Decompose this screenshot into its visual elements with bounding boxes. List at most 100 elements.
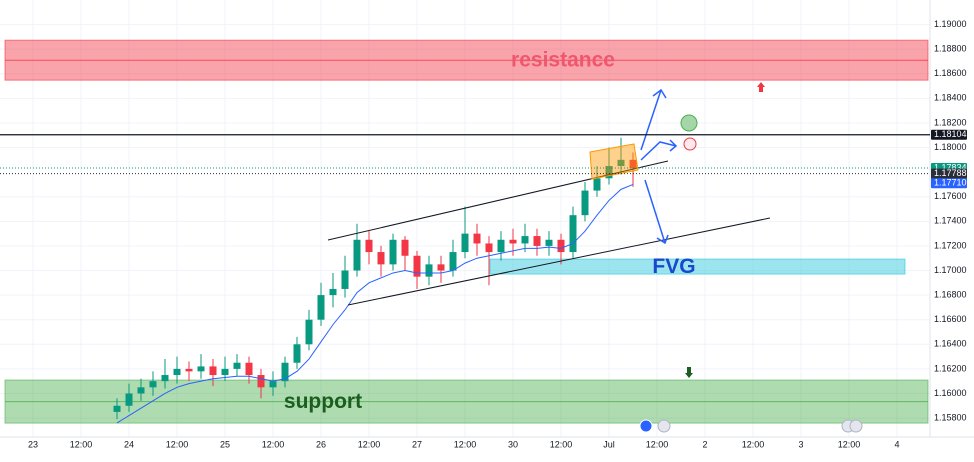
candle-body	[509, 239, 517, 244]
candle-body	[137, 387, 145, 394]
candle-body	[389, 239, 397, 265]
price-tag	[931, 178, 967, 189]
candle-body	[185, 368, 193, 372]
candle-body	[617, 159, 625, 166]
candle-body	[377, 252, 385, 265]
y-tick-label: 1.17600	[934, 191, 967, 201]
candle-body	[461, 233, 469, 253]
candle-body	[533, 236, 541, 246]
arrow-head	[656, 234, 669, 245]
candle-body	[317, 295, 325, 320]
arrow-head	[669, 139, 678, 152]
candle-body	[161, 375, 169, 382]
candle-body	[629, 159, 637, 169]
target-circle	[680, 114, 698, 132]
x-tick-label: 4	[894, 439, 899, 449]
candle-body	[245, 362, 253, 376]
arrow	[640, 89, 662, 151]
moving-average	[116, 183, 634, 424]
candle-body	[545, 239, 553, 246]
arrow	[640, 141, 677, 161]
y-tick-label: 1.18800	[934, 44, 967, 54]
y-tick-label: 1.19000	[934, 19, 967, 29]
candle-body	[569, 215, 577, 253]
channel-line	[347, 217, 771, 306]
y-tick-label: 1.18000	[934, 142, 967, 152]
x-tick-label: 12:00	[742, 439, 765, 449]
candle-body	[365, 239, 373, 253]
candle-body	[581, 190, 589, 216]
candle-body	[473, 233, 481, 244]
x-tick-label: 12:00	[166, 439, 189, 449]
candle-body	[257, 375, 265, 388]
y-tick-label: 1.16800	[934, 289, 967, 299]
y-tick-label: 1.16600	[934, 314, 967, 324]
x-tick-label: 12:00	[838, 439, 861, 449]
candle-body	[125, 393, 133, 406]
candle-body	[173, 368, 181, 376]
x-tick-label: 3	[798, 439, 803, 449]
candle-body	[221, 368, 229, 376]
x-tick-label: 23	[28, 439, 38, 449]
candle-body	[449, 252, 457, 271]
x-tick-label: 2	[702, 439, 707, 449]
price-tag	[931, 129, 967, 140]
candle-body	[197, 366, 205, 372]
candle-body	[353, 239, 361, 271]
x-tick-label: 27	[412, 439, 422, 449]
x-tick-label: 26	[316, 439, 326, 449]
price-tag-label: 1.17834	[934, 162, 967, 172]
candle-body	[557, 239, 565, 253]
candle-body	[281, 362, 289, 382]
x-tick-label: 24	[124, 439, 134, 449]
zone	[489, 258, 906, 275]
candle-body	[413, 255, 421, 277]
event-icon[interactable]	[849, 419, 863, 433]
x-tick-label: 12:00	[358, 439, 381, 449]
zone-label: support	[284, 390, 362, 413]
x-tick-label: 12:00	[70, 439, 93, 449]
zone-label: resistance	[511, 49, 615, 72]
candle-body	[209, 366, 217, 376]
price-tag-label: 1.17788	[934, 168, 967, 178]
x-tick-label: 12:00	[262, 439, 285, 449]
candle-body	[329, 288, 337, 296]
candle-body	[233, 362, 241, 369]
event-icon[interactable]	[657, 419, 671, 433]
y-tick-label: 1.18600	[934, 68, 967, 78]
arrow-head	[652, 88, 667, 99]
down-arrow-icon	[685, 367, 693, 378]
y-tick-label: 1.18400	[934, 93, 967, 103]
price-tag	[931, 168, 967, 179]
x-tick-label: 25	[220, 439, 230, 449]
y-tick-label: 1.17000	[934, 265, 967, 275]
candle-body	[305, 319, 313, 345]
y-tick-label: 1.16200	[934, 363, 967, 373]
candle-body	[149, 381, 157, 388]
x-tick-label: 30	[508, 439, 518, 449]
y-tick-label: 1.16400	[934, 339, 967, 349]
candle-body	[269, 381, 277, 388]
up-arrow-icon	[757, 82, 765, 92]
candle-body	[341, 270, 349, 289]
x-tick-label: 12:00	[454, 439, 477, 449]
consolidation-box	[589, 143, 639, 180]
price-tag-label: 1.18104	[934, 129, 967, 139]
candle-body	[113, 405, 121, 412]
zone-label: FVG	[652, 255, 695, 278]
price-tag-label: 1.17710	[934, 178, 967, 188]
arrows	[640, 88, 678, 245]
x-tick-label: 12:00	[646, 439, 669, 449]
arrow	[644, 179, 666, 244]
event-icon[interactable]	[639, 419, 653, 433]
candle-body	[497, 239, 505, 253]
candle-body	[485, 243, 493, 253]
y-tick-label: 1.15800	[934, 412, 967, 422]
stop-circle	[683, 137, 697, 151]
candle-body	[401, 239, 409, 256]
x-tick-label: Jul	[603, 439, 615, 449]
candle-body	[593, 178, 601, 191]
candle-body	[437, 264, 445, 271]
